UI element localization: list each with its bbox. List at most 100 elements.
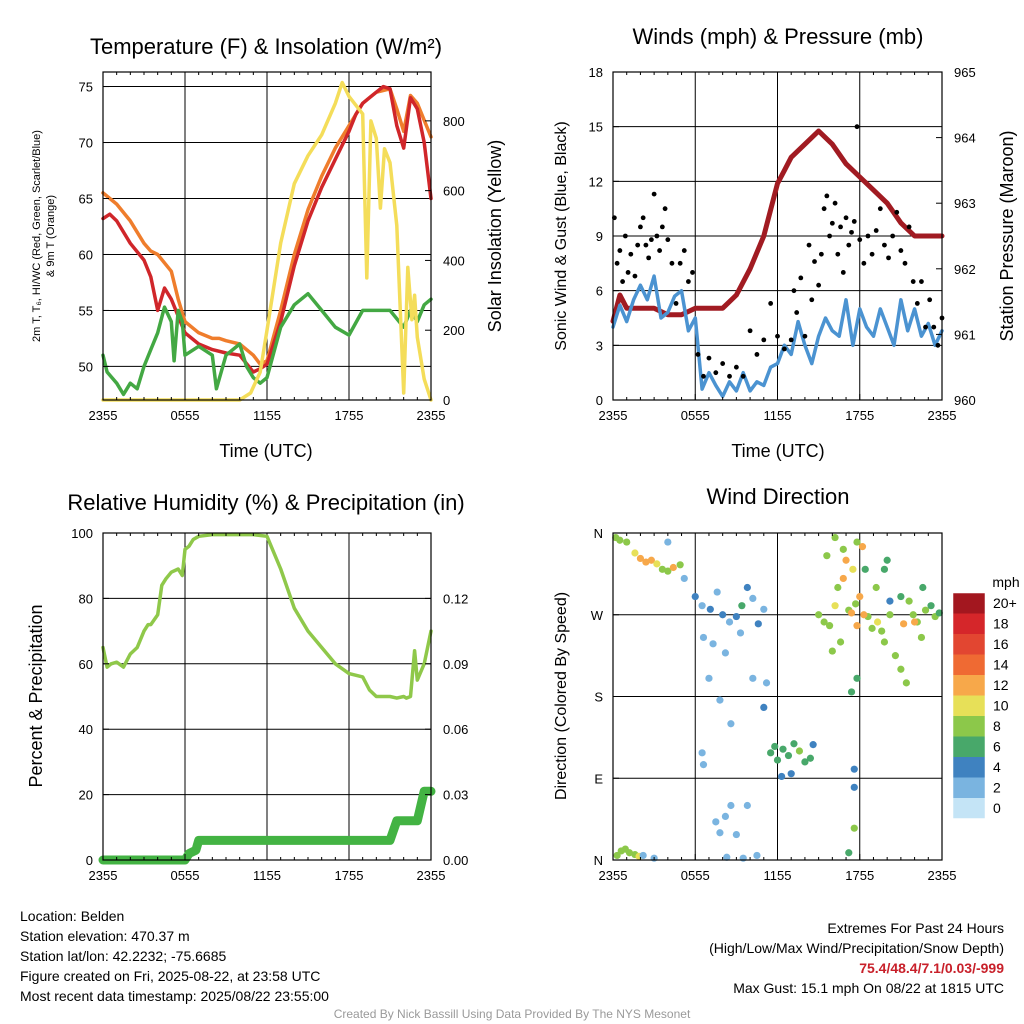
- direction-point: [880, 638, 889, 646]
- gust-point: [931, 324, 937, 330]
- colorbar-label: 20+: [993, 595, 1017, 611]
- direction-point: [753, 851, 761, 860]
- direction-point: [919, 583, 927, 592]
- y2-tick-label: 0.00: [443, 853, 468, 868]
- direction-point: [721, 812, 730, 821]
- gust-point: [791, 288, 797, 294]
- series-line: [98, 786, 436, 865]
- colorbar-label: 8: [993, 718, 1001, 734]
- gust-point: [935, 342, 941, 348]
- gust-point: [720, 361, 726, 366]
- credit-line: Created By Nick Bassill Using Data Provi…: [333, 1007, 691, 1021]
- x-tick-label: 1155: [764, 408, 792, 423]
- y-tick-label: 55: [79, 303, 93, 318]
- direction-point: [917, 633, 926, 642]
- y-tick-label: N: [594, 526, 603, 541]
- direction-point: [905, 597, 913, 605]
- gust-point: [873, 228, 879, 233]
- y2-tick-label: 961: [954, 327, 976, 342]
- x-tick-label: 0555: [171, 408, 200, 423]
- x-tick-label: 2355: [89, 408, 118, 423]
- gust-point: [890, 233, 896, 239]
- gust-point: [673, 301, 679, 306]
- direction-ylabel-left: Direction (Colored By Speed): [553, 592, 570, 800]
- y2-tick-label: 600: [443, 184, 465, 199]
- direction-point: [900, 620, 908, 628]
- direction-point: [825, 622, 834, 630]
- direction-point: [868, 624, 876, 632]
- direction-point: [820, 618, 828, 626]
- colorbar-swatch: [953, 634, 985, 655]
- y-tick-label: 12: [589, 174, 603, 189]
- colorbar-swatch: [953, 695, 985, 716]
- direction-point: [790, 740, 798, 748]
- gust-point: [754, 352, 760, 357]
- humidity-series: [98, 532, 436, 865]
- gust-point: [802, 333, 808, 339]
- x-tick-label: 1155: [253, 868, 281, 883]
- direction-point: [897, 665, 905, 673]
- direction-point: [732, 830, 740, 839]
- direction-point: [705, 674, 713, 682]
- direction-point: [706, 605, 714, 613]
- direction-point: [636, 554, 645, 563]
- series-line: [101, 84, 433, 374]
- direction-point: [743, 583, 751, 592]
- gust-point: [927, 297, 933, 303]
- x-tick-label: 2355: [599, 868, 628, 883]
- gust-point: [812, 259, 817, 264]
- direction-point: [639, 851, 647, 860]
- x-tick-label: 1755: [845, 868, 874, 883]
- direction-point: [815, 611, 823, 619]
- direction-point: [738, 602, 746, 610]
- direction-panel: Wind Direction 2355 0555 1155 1755 2355NESWN…: [553, 484, 1020, 883]
- direction-point: [719, 611, 727, 619]
- gust-point: [906, 224, 912, 230]
- direction-point: [809, 741, 817, 749]
- colorbar-swatch: [953, 654, 985, 675]
- gust-point: [657, 248, 663, 253]
- direction-point: [716, 829, 724, 837]
- figure-created: Figure created on Fri, 2025-08-22, at 23…: [20, 968, 321, 984]
- direction-point: [709, 640, 717, 648]
- series-line: [101, 80, 433, 402]
- gust-point: [638, 224, 643, 230]
- x-tick-label: 2355: [417, 408, 446, 423]
- gust-point: [617, 248, 623, 253]
- direction-point: [839, 545, 847, 553]
- humidity-panel: Relative Humidity (%) & Precipitation (i…: [26, 490, 468, 883]
- direction-title: Wind Direction: [706, 484, 849, 509]
- y2-tick-label: 800: [443, 114, 465, 129]
- direction-point: [834, 583, 842, 592]
- temperature-ylabel-right: Solar Insolation (Yellow): [485, 140, 505, 332]
- gust-point: [838, 224, 843, 230]
- direction-point: [853, 674, 861, 682]
- direction-point: [845, 849, 853, 857]
- direction-point: [725, 618, 734, 626]
- gust-point: [806, 242, 812, 248]
- y2-tick-label: 960: [954, 393, 976, 408]
- direction-point: [883, 556, 891, 564]
- y-tick-label: 15: [589, 120, 603, 135]
- gust-point: [651, 191, 657, 197]
- series-line: [101, 291, 433, 397]
- direction-point: [664, 538, 672, 546]
- direction-point: [935, 609, 943, 617]
- direction-point: [676, 561, 684, 569]
- direction-point: [698, 602, 706, 610]
- gust-point: [614, 260, 620, 266]
- direction-point: [856, 592, 864, 601]
- direction-point: [831, 602, 839, 610]
- direction-point: [625, 849, 634, 857]
- direction-point: [669, 563, 677, 572]
- gust-point: [919, 279, 924, 284]
- gust-point: [669, 260, 675, 266]
- colorbar-label: 0: [993, 800, 1001, 816]
- gust-point: [727, 373, 732, 379]
- y-tick-label: 40: [79, 722, 93, 737]
- direction-point: [873, 618, 882, 626]
- direction-point: [847, 688, 856, 696]
- direction-point: [760, 703, 768, 712]
- colorbar-swatch: [953, 593, 985, 614]
- direction-point: [712, 818, 720, 826]
